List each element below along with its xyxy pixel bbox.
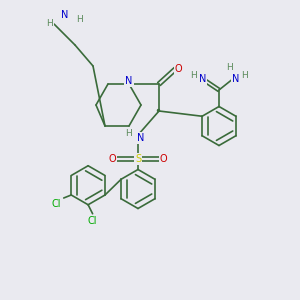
Text: N: N [232,74,239,85]
Text: O: O [160,154,167,164]
Text: H: H [126,129,132,138]
Text: Cl: Cl [88,216,98,226]
Text: O: O [175,64,182,74]
Text: O: O [109,154,116,164]
Text: H: H [241,70,248,80]
Text: H: H [76,15,83,24]
Text: N: N [199,74,206,85]
Text: N: N [137,133,144,143]
Text: H: H [46,20,53,28]
Text: H: H [190,70,197,80]
Text: S: S [135,154,141,164]
Text: Cl: Cl [52,199,61,209]
Text: N: N [61,10,68,20]
Text: H: H [226,63,233,72]
Text: N: N [125,76,133,86]
